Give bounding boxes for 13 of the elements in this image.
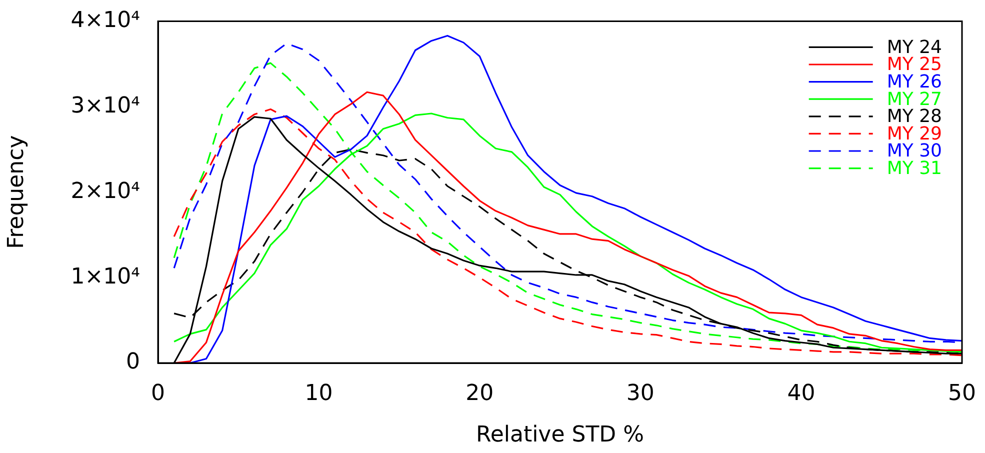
x-tick-label: 40 <box>787 380 816 406</box>
y-axis-title: Frequency <box>4 135 29 249</box>
y-tick-label: 2×10⁴ <box>70 178 140 204</box>
y-tick-label: 1×10⁴ <box>70 264 140 290</box>
x-tick-label: 0 <box>151 380 165 406</box>
x-tick-label: 10 <box>304 380 333 406</box>
x-axis-title: Relative STD % <box>476 422 644 448</box>
x-tick-label: 20 <box>466 380 494 406</box>
y-tick-label: 0 <box>126 350 140 375</box>
x-tick-label: 30 <box>626 380 654 406</box>
y-tick-label: 4×10⁴ <box>70 8 140 33</box>
y-tick-label: 3×10⁴ <box>70 93 140 118</box>
x-tick-label: 50 <box>948 380 976 406</box>
